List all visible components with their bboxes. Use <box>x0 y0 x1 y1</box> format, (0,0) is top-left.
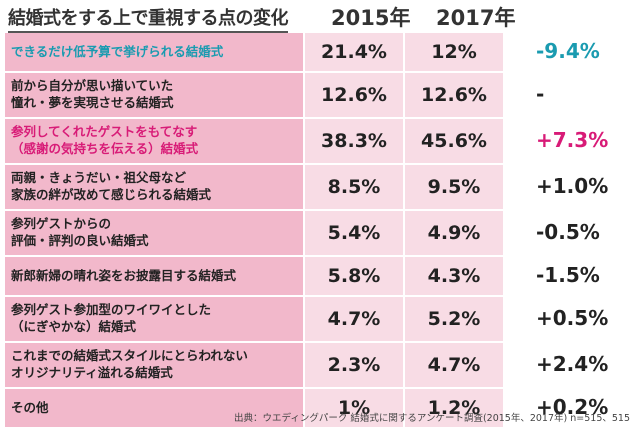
value-2017: 9.5% <box>405 165 505 209</box>
row-label-line: 両親・きょうだい・祖父母など <box>11 170 187 186</box>
value-2017: 12% <box>405 33 505 71</box>
row-label: これまでの結婚式スタイルにとらわれない オリジナリティ溢れる結婚式 <box>5 343 305 387</box>
row-label: できるだけ低予算で挙げられる結婚式 <box>5 33 305 71</box>
table-row: 参列してくれたゲストをもてなす （感謝の気持ちを伝える）結婚式 38.3% 45.6% <box>5 119 505 163</box>
change-value: +0.2% <box>536 395 609 419</box>
value-2015: 5.4% <box>305 211 405 255</box>
table-row: その他 1% 1.2% <box>5 389 505 427</box>
column-header-2015: 2015年 <box>331 6 411 30</box>
source-note: 出典：ウエディングパーク 結婚式に関するアンケート調査(2015年、2017年)… <box>233 413 630 424</box>
row-label-line: 参列ゲストからの <box>11 216 112 232</box>
row-label-line: 参列してくれたゲストをもてなす <box>11 124 198 140</box>
value-2017: 1.2% <box>405 389 505 427</box>
value-2015: 38.3% <box>305 119 405 163</box>
row-label-line: 新郎新婦の晴れ姿をお披露目する結婚式 <box>11 267 237 283</box>
value-2015: 8.5% <box>305 165 405 209</box>
value-2015: 2.3% <box>305 343 405 387</box>
row-label-line: （感謝の気持ちを伝える）結婚式 <box>11 141 199 156</box>
row-label: 参列してくれたゲストをもてなす （感謝の気持ちを伝える）結婚式 <box>5 119 305 163</box>
change-value: +0.5% <box>536 306 609 330</box>
value-2017: 4.3% <box>405 257 505 295</box>
value-2015: 5.8% <box>305 257 405 295</box>
change-value: -0.5% <box>536 220 600 244</box>
value-2017: 4.7% <box>405 343 505 387</box>
row-label: 参列ゲスト参加型のワイワイとした （にぎやかな）結婚式 <box>5 297 305 341</box>
row-label-line: これまでの結婚式スタイルにとらわれない <box>11 348 248 364</box>
row-label: 両親・きょうだい・祖父母など 家族の絆が改めて感じられる結婚式 <box>5 165 305 209</box>
table-row: 前から自分が思い描いていた 憧れ・夢を実現させる結婚式 12.6% 12.6% <box>5 73 505 117</box>
change-value: -1.5% <box>536 263 600 287</box>
chart-title: 結婚式をする上で重視する点の変化 <box>8 4 289 33</box>
value-2017: 5.2% <box>405 297 505 341</box>
table-row: できるだけ低予算で挙げられる結婚式 21.4% 12% <box>5 33 505 71</box>
change-value: -9.4% <box>536 39 600 63</box>
row-label-line: 家族の絆が改めて感じられる結婚式 <box>11 187 212 202</box>
change-value: +2.4% <box>536 352 609 376</box>
table-row: これまでの結婚式スタイルにとらわれない オリジナリティ溢れる結婚式 2.3% 4.7% <box>5 343 505 387</box>
row-label: 参列ゲストからの 評価・評判の良い結婚式 <box>5 211 305 255</box>
column-header-2017: 2017年 <box>436 6 516 30</box>
row-label-line: できるだけ低予算で挙げられる結婚式 <box>11 43 224 59</box>
value-2017: 12.6% <box>405 73 505 117</box>
change-value: +7.3% <box>536 128 609 152</box>
table-row: 参列ゲストからの 評価・評判の良い結婚式 5.4% 4.9% <box>5 211 505 255</box>
value-2015: 4.7% <box>305 297 405 341</box>
table-row: 両親・きょうだい・祖父母など 家族の絆が改めて感じられる結婚式 8.5% 9.5% <box>5 165 505 209</box>
row-label: 前から自分が思い描いていた 憧れ・夢を実現させる結婚式 <box>5 73 305 117</box>
row-label-line: その他 <box>11 399 49 415</box>
row-label-line: （にぎやかな）結婚式 <box>11 319 137 334</box>
row-label-line: 前から自分が思い描いていた <box>11 78 174 94</box>
value-2015: 12.6% <box>305 73 405 117</box>
row-label: 新郎新婦の晴れ姿をお披露目する結婚式 <box>5 257 305 295</box>
value-2017: 45.6% <box>405 119 505 163</box>
row-label-line: 参列ゲスト参加型のワイワイとした <box>11 302 212 318</box>
row-label-line: 評価・評判の良い結婚式 <box>11 233 149 248</box>
table-row: 参列ゲスト参加型のワイワイとした （にぎやかな）結婚式 4.7% 5.2% <box>5 297 505 341</box>
row-label-line: 憧れ・夢を実現させる結婚式 <box>11 95 174 110</box>
value-2017: 4.9% <box>405 211 505 255</box>
value-2015: 21.4% <box>305 33 405 71</box>
change-value: +1.0% <box>536 174 609 198</box>
row-label-line: オリジナリティ溢れる結婚式 <box>11 365 173 380</box>
value-2015: 1% <box>305 389 405 427</box>
row-label: その他 <box>5 389 305 427</box>
table-row: 新郎新婦の晴れ姿をお披露目する結婚式 5.8% 4.3% <box>5 257 505 295</box>
change-value: - <box>536 82 545 106</box>
